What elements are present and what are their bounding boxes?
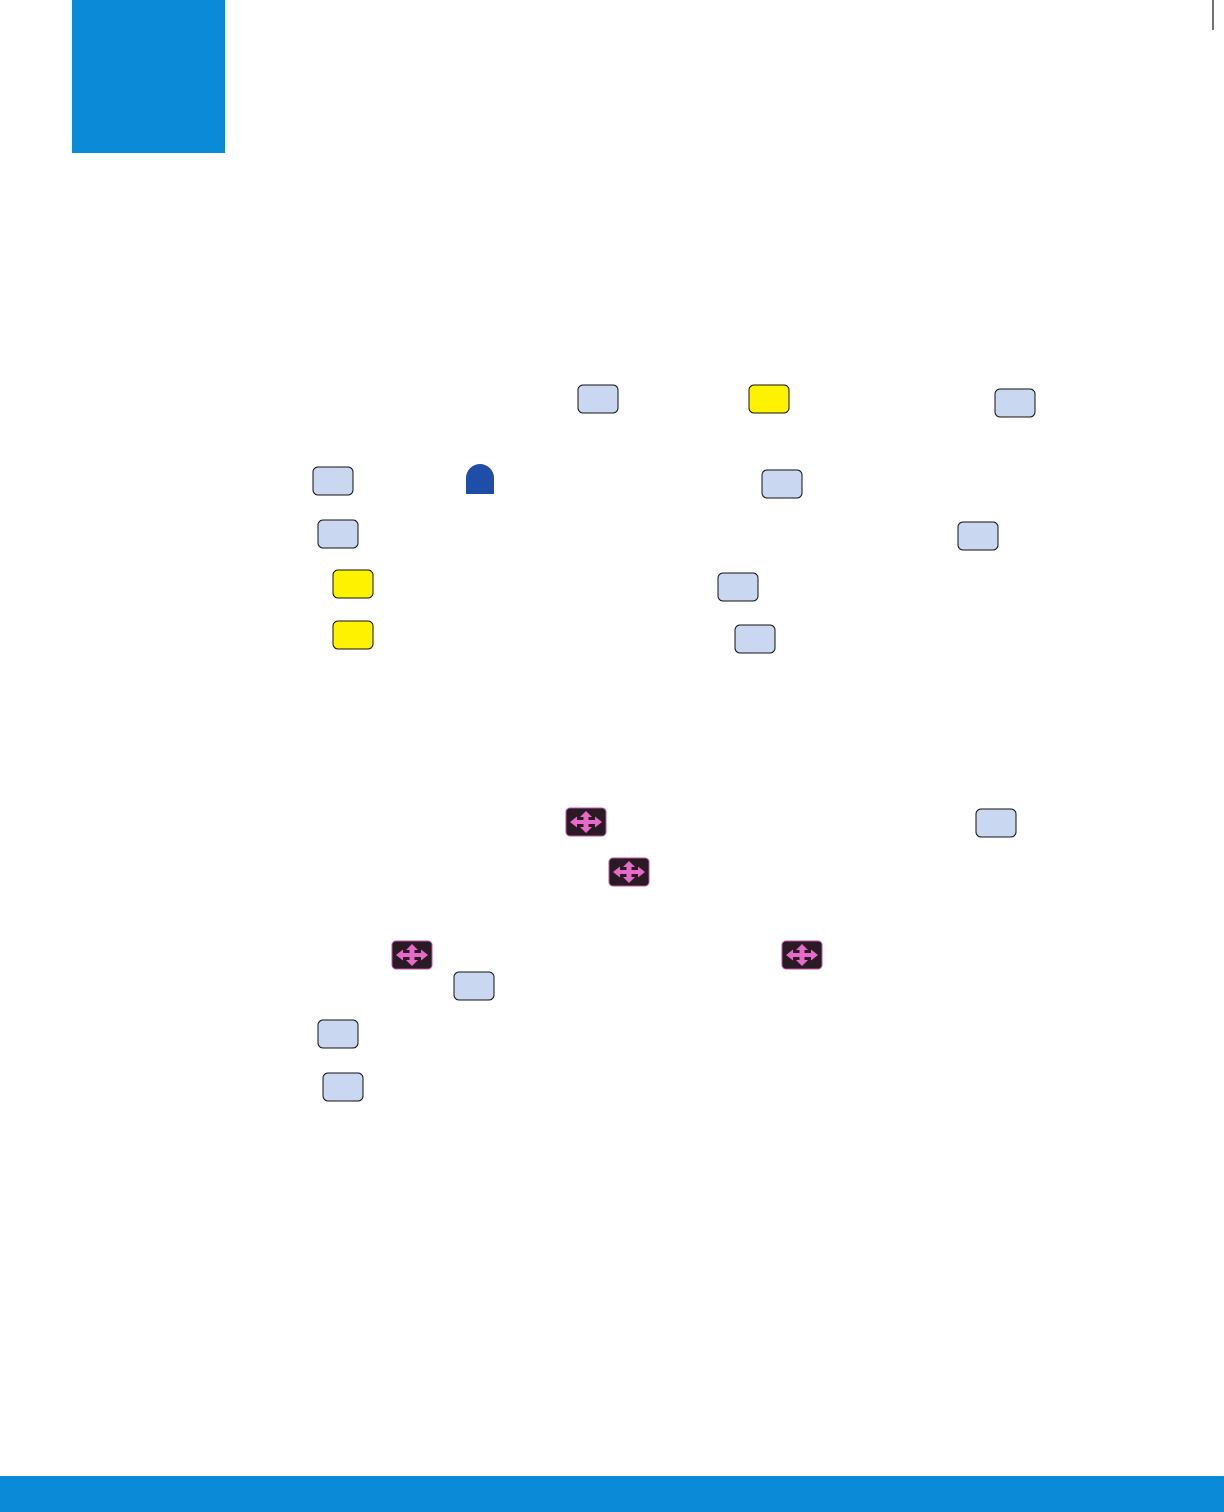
move-icon	[608, 857, 650, 887]
corner-block	[72, 0, 225, 153]
key-icon	[317, 519, 359, 549]
key-icon	[577, 384, 619, 414]
key-icon-yellow	[332, 620, 374, 650]
key-icon	[994, 388, 1036, 418]
key-icon	[957, 521, 999, 551]
key-icon	[761, 469, 803, 499]
dome-icon	[466, 464, 494, 494]
key-icon	[453, 971, 495, 1001]
key-icon-yellow	[332, 569, 374, 599]
key-icon	[734, 624, 776, 654]
key-icon	[312, 466, 354, 496]
key-icon	[322, 1072, 364, 1102]
key-icon	[317, 1019, 359, 1049]
move-icon	[781, 940, 823, 970]
move-icon	[565, 807, 607, 837]
footer-bar	[0, 1476, 1224, 1512]
key-icon	[717, 572, 759, 602]
move-icon	[391, 940, 433, 970]
key-icon-yellow	[748, 384, 790, 414]
key-icon	[975, 808, 1017, 838]
